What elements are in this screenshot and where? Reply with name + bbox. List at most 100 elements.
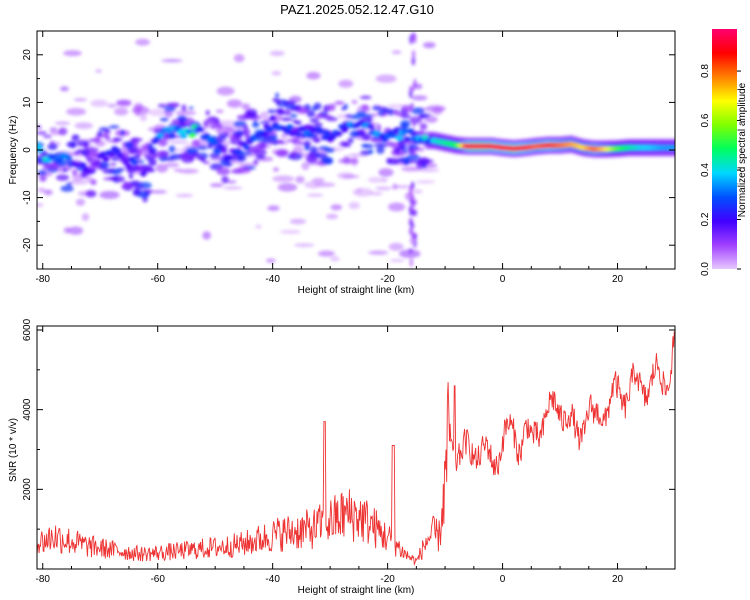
spectrogram-ridge-point <box>366 123 374 130</box>
spectrogram-blob <box>191 139 201 148</box>
spectrogram-blob <box>50 140 55 145</box>
snr-xlabel: Height of straight line (km) <box>298 585 415 596</box>
spectrogram-ridge-point <box>226 155 234 161</box>
spectrogram-blob-faint <box>68 179 89 185</box>
spectrogram-ridge-point <box>286 124 294 130</box>
spectrogram-blob <box>104 134 111 141</box>
spectrogram-blob <box>154 150 168 158</box>
spectrogram-blob-faint <box>178 168 199 174</box>
spectrogram-blob <box>158 139 168 147</box>
spectrogram-blob <box>411 107 425 115</box>
spectrogram-ridge-point <box>180 133 188 139</box>
spectrogram-blob <box>278 108 285 116</box>
spectrogram-ridge-point <box>203 132 211 139</box>
spectrogram-blob-faint <box>226 99 243 108</box>
spectrogram-ridge-point <box>283 128 291 135</box>
spectrogram-blob <box>282 100 297 105</box>
snr-ytick-label: 6000 <box>22 318 33 341</box>
spectrogram-ytick-label: -20 <box>22 238 33 253</box>
spectrogram-blob <box>66 141 78 148</box>
spectrogram-blob <box>400 105 413 113</box>
spectrogram-xtick-label: -80 <box>36 274 51 285</box>
spectrogram-blob <box>93 136 101 143</box>
spectrogram-ridge-point <box>93 160 101 166</box>
spectrogram-blob-streak <box>412 33 417 40</box>
spectrogram-blob-faint <box>37 203 44 207</box>
spectrogram-blob-faint <box>411 95 428 101</box>
spectrogram-blob <box>230 153 238 162</box>
spectrogram-blob-faint <box>165 162 180 168</box>
spectrogram-blob <box>137 147 142 156</box>
snr-xtick-label: -40 <box>265 574 280 585</box>
spectrogram-blob-faint <box>389 258 405 263</box>
spectrogram-blob <box>361 113 373 119</box>
spectrogram-blob-streak <box>411 49 416 60</box>
snr-xtick-label: -60 <box>150 574 165 585</box>
spectrogram-blob-faint <box>216 86 235 96</box>
spectrogram-blob-faint <box>391 183 399 190</box>
spectrogram-blob <box>111 175 125 183</box>
spectrogram-blob-faint <box>325 213 339 220</box>
spectrogram-blob-faint <box>161 59 183 63</box>
spectrogram-blob-faint <box>271 70 282 76</box>
snr-frame <box>36 325 676 570</box>
spectrogram-ridge-point <box>217 144 225 150</box>
spectrogram-blob-streak <box>409 198 414 205</box>
spectrogram-ridge-point <box>329 134 337 140</box>
spectrogram-blob <box>187 155 195 161</box>
spectrogram-blob <box>137 191 149 198</box>
spectrogram-blob-faint <box>135 38 151 46</box>
spectrogram-blob-faint <box>74 122 93 130</box>
spectrogram-blob <box>417 157 431 166</box>
spectrogram-blob <box>90 179 97 186</box>
spectrogram-blob <box>406 154 421 161</box>
spectrogram-blob-faint <box>352 187 374 197</box>
spectrogram-blob <box>215 123 223 129</box>
spectrogram-ridge-point <box>389 132 397 139</box>
spectrogram-blob-streak <box>408 227 413 235</box>
spectrogram-blob <box>418 114 427 119</box>
spectrogram-blob <box>47 143 58 151</box>
spectrogram-blob <box>280 117 293 122</box>
spectrogram-blob <box>83 150 89 158</box>
spectrogram-blob-faint <box>342 174 360 179</box>
spectrogram-blob-faint <box>215 109 224 114</box>
spectrogram-ridge-point <box>306 133 314 139</box>
spectrogram-blob-streak <box>409 217 414 223</box>
spectrogram-ridge-point <box>341 127 349 133</box>
spectrogram-blob-faint <box>367 176 384 183</box>
spectrogram-blob <box>314 136 320 144</box>
spectrogram-blob-faint <box>348 201 360 210</box>
spectrogram-blob <box>289 151 298 159</box>
spectrogram-ridge-point <box>102 156 110 162</box>
spectrogram-blob-faint <box>116 99 132 106</box>
spectrogram-blob <box>242 124 249 131</box>
spectrogram-blob <box>347 137 354 144</box>
spectrogram-blob <box>251 122 260 128</box>
spectrogram-blob-faint <box>75 198 86 206</box>
spectrogram-ridge-point <box>295 132 303 138</box>
spectrogram-blob <box>97 130 103 137</box>
spectrogram-blob-faint <box>95 69 102 73</box>
spectrogram-blob <box>216 167 231 176</box>
spectrogram-blob <box>209 152 221 158</box>
spectrogram-blob-faint <box>368 250 389 255</box>
spectrogram-blob-faint <box>391 50 402 55</box>
colorbar-tick-label: 0.0 <box>700 262 711 276</box>
spectrogram-ytick-label: -10 <box>22 190 33 205</box>
spectrogram-blob <box>385 141 394 147</box>
spectrogram-blob <box>419 129 424 136</box>
snr-ytick-label: 4000 <box>22 398 33 421</box>
spectrogram-blob-faint <box>343 155 350 165</box>
spectrogram-blob-faint <box>277 183 298 192</box>
spectrogram-blob-faint <box>375 186 392 191</box>
spectrogram-ridge-point <box>323 131 331 138</box>
spectrogram-blob <box>46 162 59 170</box>
spectrogram-blob <box>376 146 385 154</box>
spectrogram-ticks: -80 -60 -40 -20 0 20 -20 -10 0 10 20 <box>22 30 676 285</box>
spectrogram-blob-faint <box>167 140 189 144</box>
spectrogram-blob <box>232 132 243 140</box>
spectrogram-ridge-point <box>234 148 242 155</box>
spectrogram-blob <box>203 160 210 165</box>
spectrogram-xtick-label: 0 <box>500 274 506 285</box>
